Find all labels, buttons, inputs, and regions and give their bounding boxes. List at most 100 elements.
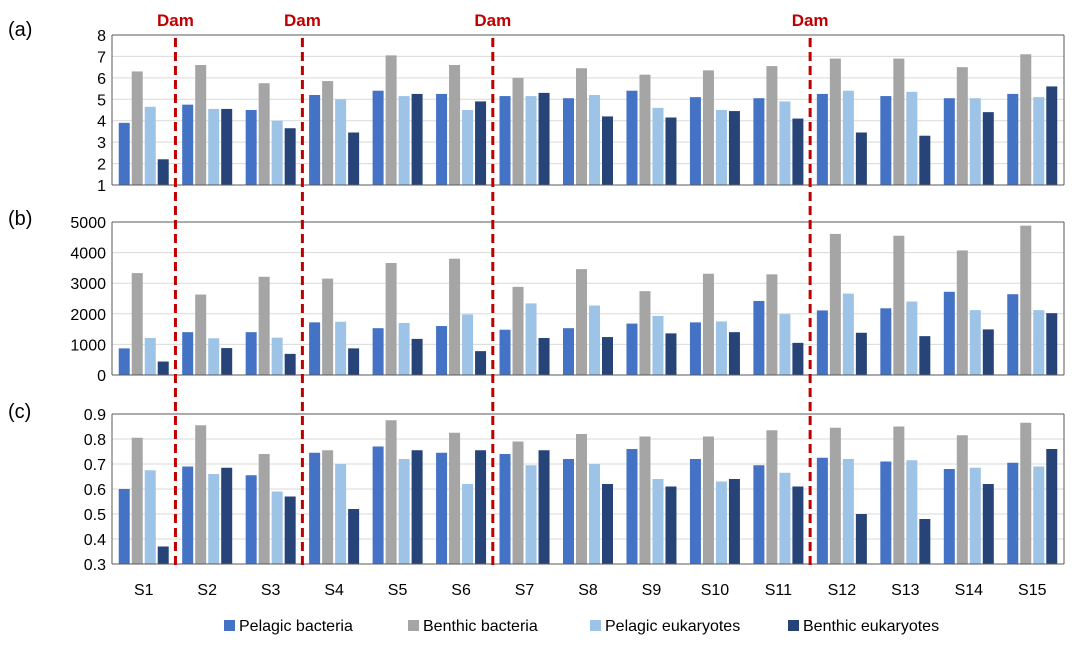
dam-label: Dam: [474, 11, 511, 30]
dam-label: Dam: [284, 11, 321, 30]
bar: [602, 337, 613, 375]
dam-label: Dam: [157, 11, 194, 30]
bar: [348, 509, 360, 564]
bar: [563, 459, 574, 564]
bar: [576, 434, 587, 564]
bar: [956, 67, 968, 185]
bar: [943, 98, 955, 185]
bar: [449, 65, 461, 185]
bar: [626, 90, 638, 185]
x-tick-label: S9: [642, 582, 662, 599]
bar: [665, 486, 677, 564]
bar: [779, 314, 791, 375]
bar: [969, 467, 981, 564]
bar: [385, 55, 397, 185]
bar: [525, 303, 537, 375]
y-tick-label: 1000: [70, 337, 106, 354]
bar: [284, 353, 296, 375]
bar: [512, 77, 524, 185]
y-tick-label: 3000: [70, 276, 106, 293]
x-tick-label: S12: [828, 582, 857, 599]
bar: [563, 98, 574, 185]
bar: [221, 108, 233, 185]
bar: [715, 481, 727, 564]
bar: [665, 117, 677, 185]
bar: [245, 332, 257, 375]
bar: [271, 120, 283, 185]
bar: [309, 452, 321, 564]
y-tick-label: 0.8: [84, 432, 106, 449]
bar: [689, 97, 701, 185]
bar: [538, 337, 550, 375]
bar: [816, 457, 828, 564]
bar: [512, 286, 524, 375]
bar: [398, 459, 410, 564]
bar: [335, 99, 347, 185]
bar: [385, 420, 397, 564]
bar: [855, 332, 867, 375]
bar: [639, 74, 651, 185]
bar: [589, 305, 600, 375]
x-tick-label: S13: [891, 582, 920, 599]
bar: [766, 274, 778, 375]
bar: [689, 322, 701, 375]
legend-swatch: [788, 620, 799, 631]
y-tick-label: 0.3: [84, 557, 106, 574]
bar: [411, 93, 423, 185]
bar: [766, 430, 778, 564]
bar: [906, 460, 918, 564]
bar: [1033, 97, 1045, 185]
bar: [842, 293, 854, 375]
bar: [943, 469, 955, 564]
dam-label: Dam: [792, 11, 829, 30]
bar: [982, 484, 994, 564]
bar: [893, 58, 905, 186]
bar: [919, 336, 931, 375]
x-tick-label: S2: [197, 582, 217, 599]
bar: [499, 454, 511, 564]
bar: [208, 108, 220, 185]
bar: [118, 489, 130, 564]
bar: [322, 450, 334, 564]
bar: [1046, 86, 1058, 185]
bar: [475, 101, 487, 185]
bar: [702, 273, 714, 375]
bar: [728, 111, 740, 185]
bar: [271, 337, 283, 375]
bar: [335, 464, 347, 564]
bar: [855, 514, 867, 564]
bar: [1033, 466, 1045, 564]
bar: [589, 95, 600, 185]
bar: [1020, 54, 1032, 186]
bar: [1046, 449, 1058, 564]
bar: [144, 470, 156, 564]
bar: [131, 71, 143, 185]
bar: [779, 101, 791, 185]
bar: [639, 291, 651, 375]
bar: [779, 472, 791, 564]
bar: [462, 484, 474, 564]
bar: [919, 519, 931, 564]
bar: [956, 250, 968, 375]
bar: [639, 436, 651, 564]
bar: [258, 454, 270, 564]
bar: [589, 464, 600, 564]
panel-label: (a): [8, 19, 32, 41]
bar: [626, 449, 638, 564]
bar: [880, 308, 892, 375]
bar: [563, 328, 574, 375]
bar: [893, 235, 905, 375]
bar: [880, 461, 892, 564]
y-tick-label: 1: [97, 178, 106, 195]
bar: [982, 329, 994, 375]
bar: [665, 333, 677, 375]
bar: [969, 310, 981, 375]
bar: [499, 329, 511, 375]
bar: [715, 321, 727, 375]
bar: [652, 315, 664, 375]
x-tick-label: S4: [324, 582, 344, 599]
bar: [271, 491, 283, 564]
bar: [208, 338, 220, 375]
bar: [118, 122, 130, 185]
